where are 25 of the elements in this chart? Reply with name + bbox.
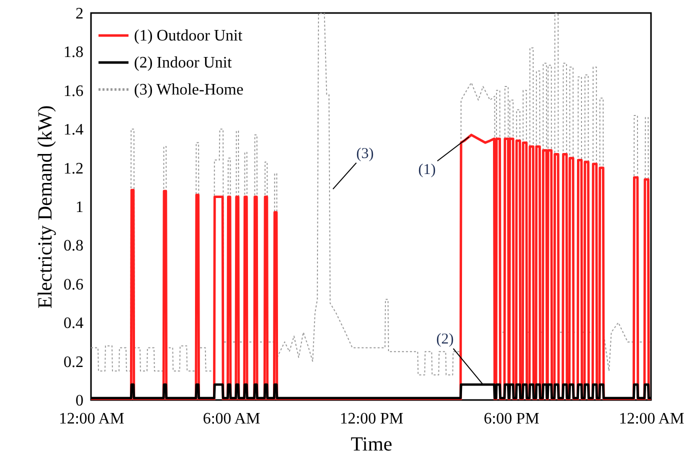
line-series — [91, 134, 651, 400]
annotation: (2) — [436, 332, 454, 348]
y-tick-label: 1 — [76, 199, 84, 216]
y-tick-label: 2 — [76, 6, 84, 22]
y-tick-label: 0.4 — [64, 315, 84, 332]
annotation: (3) — [356, 146, 374, 162]
y-axis-title: Electricity Demand (kW) — [34, 105, 56, 309]
y-tick-label: 1.4 — [64, 122, 84, 139]
y-tick-label: 0.6 — [64, 276, 84, 294]
x-tick-label: 12:00 PM — [340, 410, 404, 428]
y-tick-label: 0.2 — [64, 354, 84, 371]
y-tick-label: 0 — [76, 392, 84, 410]
legend-label: (1) Outdoor Unit — [134, 28, 243, 44]
y-tick-label: 1.2 — [64, 160, 84, 178]
x-tick-label: 12:00 AM — [58, 410, 124, 428]
y-tick-label: 1.6 — [64, 82, 84, 100]
annotation: (1) — [418, 162, 436, 178]
x-tick-label: 6:00 PM — [484, 410, 540, 428]
y-tick-label: 0.8 — [64, 238, 84, 255]
legend-label: (2) Indoor Unit — [134, 54, 232, 72]
x-tick-label: 6:00 AM — [202, 410, 260, 428]
legend-label: (3) Whole-Home — [134, 82, 244, 98]
x-axis-title: Time — [350, 434, 392, 456]
y-tick-label: 1.8 — [64, 44, 84, 62]
x-tick-label: 12:00 AM — [618, 410, 684, 428]
